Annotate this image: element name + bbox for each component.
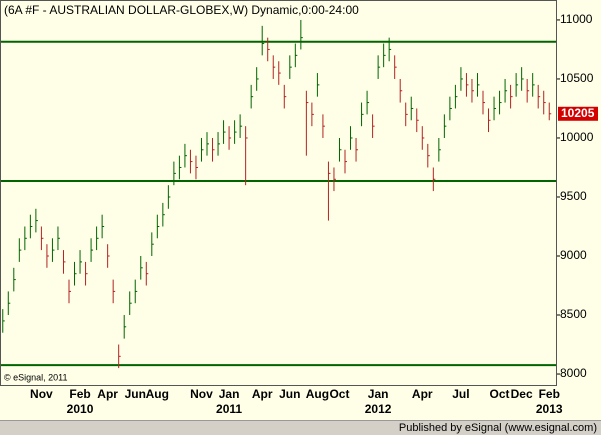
y-tick-label: 8500 <box>560 307 587 321</box>
x-tick-label: Apr <box>251 387 273 401</box>
x-tick-label: Aug <box>145 387 169 401</box>
x-tick-label: Nov <box>30 387 53 401</box>
x-tick-label: Apr <box>97 387 118 401</box>
y-tick-label: 9000 <box>560 248 587 262</box>
x-tick-label: Apr <box>411 387 433 401</box>
x-tick-label: Dec <box>510 387 533 401</box>
x-tick-label: Jun <box>279 387 301 401</box>
chart: (6A #F - AUSTRALIAN DOLLAR-GLOBEX,W) Dyn… <box>0 0 598 386</box>
x-tick-label: Feb 2010 <box>66 387 94 416</box>
x-tick-label: Aug <box>305 387 330 401</box>
x-tick-label: Nov <box>190 387 213 401</box>
y-tick-label: 10500 <box>560 71 594 85</box>
x-tick-label: Oct <box>329 387 350 401</box>
chart-title: (6A #F - AUSTRALIAN DOLLAR-GLOBEX,W) Dyn… <box>4 3 359 17</box>
y-tick-label: 11000 <box>560 12 593 26</box>
x-tick-label: Jan 2012 <box>364 387 392 416</box>
x-tick-label: Jun <box>124 387 146 401</box>
last-price-label: 10205 <box>561 106 595 120</box>
x-tick-label: Feb 2013 <box>535 387 563 416</box>
plot-frame <box>0 0 557 386</box>
x-tick-label: Jan 2011 <box>216 387 243 416</box>
last-price-box <box>558 106 598 121</box>
y-tick-label: 9500 <box>560 189 587 203</box>
y-tick-label: 8000 <box>560 366 587 380</box>
copyright: © eSignal, 2011 <box>4 372 68 382</box>
x-tick-label: Oct <box>489 387 510 401</box>
x-tick-label: Jul <box>452 387 470 401</box>
y-tick-label: 10000 <box>560 130 594 144</box>
footer: Published by eSignal (www.esignal.com) <box>0 420 601 435</box>
